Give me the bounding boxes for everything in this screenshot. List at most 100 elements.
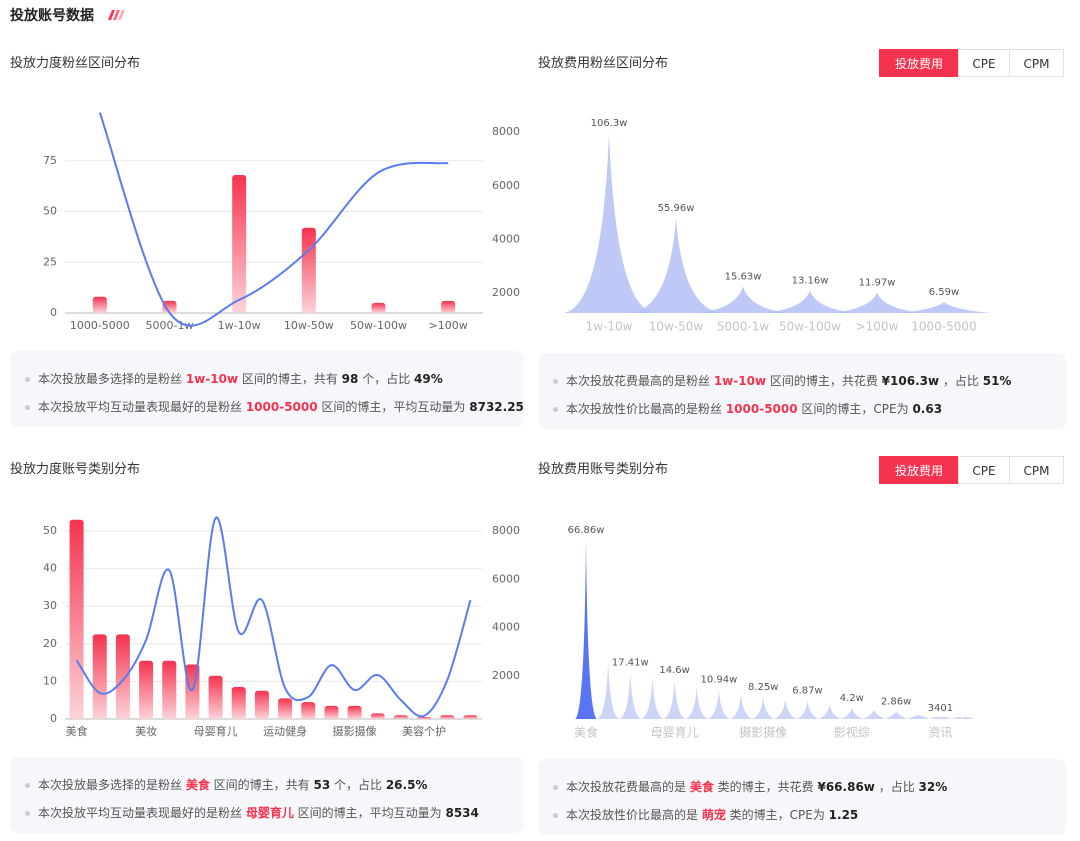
- value-label: 6.59w: [929, 287, 959, 298]
- summary-text: 本次投放平均互动量表现最好的是粉丝: [38, 806, 246, 820]
- title-icon: [108, 10, 125, 20]
- summary-text: 美食: [689, 780, 714, 794]
- line: [75, 517, 472, 718]
- summary-text: 98: [341, 372, 359, 386]
- x-tick-label: 美妆: [135, 725, 157, 738]
- x-tick-label: 50w-100w: [350, 319, 407, 332]
- spike: [563, 133, 655, 313]
- bar: [208, 675, 223, 719]
- x-tick-label: 资讯: [928, 726, 952, 740]
- y2-tick-label: 6000: [492, 572, 520, 585]
- x-tick-label: 美容个护: [402, 724, 446, 738]
- summary-text: 1w-10w: [185, 372, 239, 386]
- summary-text: 区间的博主，平均互动量为: [317, 400, 470, 414]
- value-label: 17.41w: [612, 657, 649, 668]
- spike: [685, 686, 708, 719]
- value-label: 10.94w: [700, 675, 737, 686]
- y-tick-label: 0: [50, 712, 57, 725]
- summary-text: 本次投放最多选择的是粉丝: [38, 778, 186, 792]
- summary-text: ，占比: [874, 780, 919, 794]
- bar: [347, 705, 362, 719]
- x-tick-label: 5000-1w: [146, 319, 194, 332]
- tab[interactable]: 投放费用: [879, 49, 959, 77]
- y-tick-label: 50: [43, 205, 57, 218]
- spike: [907, 714, 930, 719]
- spike: [641, 677, 664, 719]
- summary-text: 49%: [414, 372, 443, 386]
- summary-text: 区间的博主，CPE为: [797, 402, 913, 416]
- y2-tick-label: 8000: [492, 125, 520, 138]
- spike: [898, 301, 990, 313]
- summary-text: 8534: [445, 806, 479, 820]
- spike: [774, 698, 797, 719]
- y2-tick-label: 4000: [492, 621, 520, 634]
- summary-text: 本次投放性价比最高的是粉丝: [566, 402, 726, 416]
- y-tick-label: 10: [43, 674, 57, 687]
- y-tick-label: 50: [43, 524, 57, 537]
- summary-text: 1.25: [828, 808, 859, 822]
- spike: [752, 696, 775, 719]
- x-tick-label: 10w-50w: [284, 319, 334, 332]
- value-label: 13.16w: [792, 276, 829, 287]
- summary-text: 0.63: [912, 402, 943, 416]
- summary-text: 萌宠: [701, 808, 726, 822]
- bar: [162, 660, 177, 719]
- tab[interactable]: CPE: [958, 456, 1010, 484]
- bar: [440, 715, 455, 719]
- x-tick-label: 1w-10w: [218, 319, 261, 332]
- x-tick-label: >100w: [429, 319, 468, 332]
- summary-text: 8732.25: [469, 400, 524, 414]
- spike: [764, 290, 856, 313]
- summary-box: 本次投放花费最高的是 美食 类的博主，共花费 ¥66.86w ，占比 32% 本次…: [538, 759, 1066, 835]
- x-tick-label: 运动健身: [263, 724, 307, 738]
- bar: [371, 302, 386, 313]
- value-label: 11.97w: [859, 278, 896, 289]
- summary-text: 1000-5000: [725, 402, 798, 416]
- summary-text: 1000-5000: [245, 400, 318, 414]
- summary-text: 26.5%: [385, 778, 428, 792]
- summary-text: 本次投放最多选择的是粉丝: [38, 372, 186, 386]
- summary-text: 本次投放花费最高的是: [566, 780, 690, 794]
- spike: [840, 707, 863, 719]
- value-label: 6.87w: [792, 686, 822, 697]
- summary-line: 本次投放性价比最高的是 萌宠 类的博主，CPE为 1.25: [538, 801, 1066, 829]
- summary-text: 1w-10w: [713, 374, 767, 388]
- summary-text: 32%: [918, 780, 948, 794]
- tab[interactable]: CPE: [958, 49, 1010, 77]
- x-tick-label: 1000-5000: [70, 319, 130, 332]
- tab[interactable]: 投放费用: [879, 456, 959, 484]
- page-title: 投放账号数据: [10, 7, 94, 24]
- bar: [162, 300, 177, 313]
- bar: [92, 634, 107, 719]
- summary-text: ¥106.3w: [881, 374, 940, 388]
- spike: [730, 693, 753, 719]
- y2-tick-label: 8000: [492, 524, 520, 537]
- x-tick-label: 1000-5000: [911, 320, 976, 334]
- x-tick-label: 5000-1w: [717, 320, 770, 334]
- summary-text: 本次投放平均互动量表现最好的是粉丝: [38, 400, 246, 414]
- panel-title: 投放力度粉丝区间分布: [10, 56, 141, 71]
- y-tick-label: 20: [43, 637, 57, 650]
- summary-box: 本次投放最多选择的是粉丝 美食 区间的博主，共有 53 个，占比 26.5% 本次…: [10, 757, 524, 833]
- summary-line: 本次投放平均互动量表现最好的是粉丝 母婴育儿 区间的博主，平均互动量为 8534: [10, 799, 524, 827]
- value-label: 106.3w: [591, 118, 628, 129]
- x-tick-label: >100w: [856, 320, 899, 334]
- panel-title: 投放力度账号类别分布: [10, 462, 141, 477]
- summary-line: 本次投放花费最高的是粉丝 1w-10w 区间的博主，共花费 ¥106.3w ，占…: [538, 367, 1066, 395]
- summary-line: 本次投放性价比最高的是粉丝 1000-5000 区间的博主，CPE为 0.63: [538, 395, 1066, 423]
- value-label: 66.86w: [568, 525, 605, 536]
- summary-line: 本次投放最多选择的是粉丝 美食 区间的博主，共有 53 个，占比 26.5%: [10, 771, 524, 799]
- bar: [301, 227, 316, 313]
- value-label: 4.2w: [840, 693, 864, 704]
- tab[interactable]: CPM: [1009, 456, 1064, 484]
- tab[interactable]: CPM: [1009, 49, 1064, 77]
- y-tick-label: 30: [43, 599, 57, 612]
- value-label: 55.96w: [658, 203, 695, 214]
- spike: [619, 672, 642, 719]
- spike: [862, 709, 885, 719]
- spike: [929, 716, 952, 719]
- panel-title: 投放费用粉丝区间分布: [538, 56, 669, 71]
- bar: [115, 634, 130, 719]
